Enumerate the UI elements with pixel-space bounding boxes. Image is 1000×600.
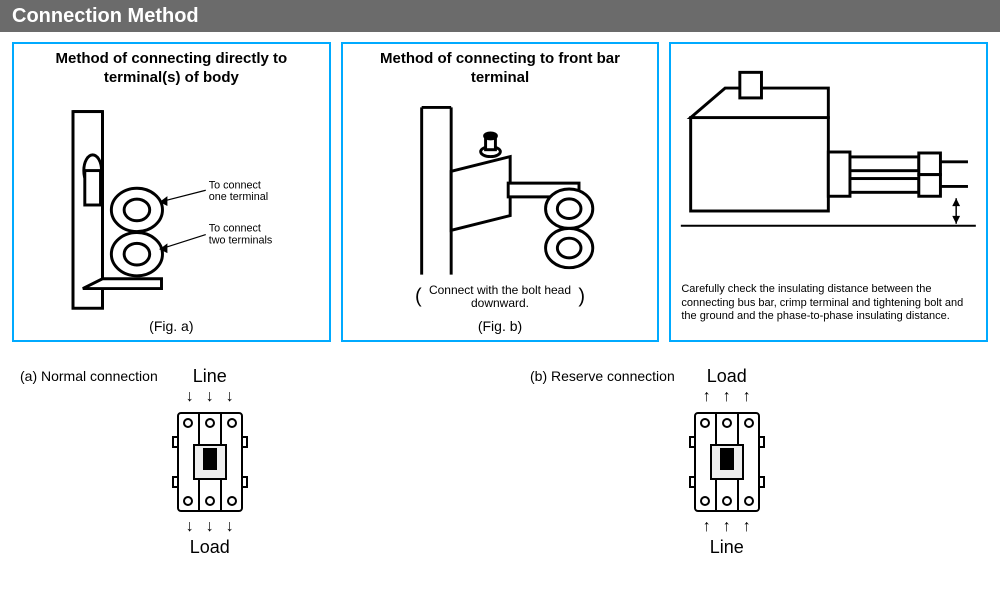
section-header: Connection Method [0,0,1000,32]
reserve-connection-block: (b) Reserve connection Load ↑ ↑ ↑ [530,366,980,558]
panel-a: Method of connecting directly to termina… [12,42,331,342]
panel-row: Method of connecting directly to termina… [0,32,1000,348]
reserve-top-arrows: ↑ ↑ ↑ [703,389,751,405]
arrow-down-icon: ↓ [226,519,234,535]
panel-b-diagram-icon [343,98,658,284]
arrow-up-icon: ↑ [743,389,751,405]
panel-c: Carefully check the insulating distance … [669,42,988,342]
normal-bottom-text: Load [190,537,230,558]
arrow-down-icon: ↓ [186,519,194,535]
breaker-icon [170,407,250,517]
panel-b-note-right: ) [578,285,585,307]
panel-a-callout2b: two terminals [209,234,273,246]
panel-b-note: Connect with the bolt head downward. [425,284,575,310]
panel-b-fig-label: (Fig. b) [343,318,658,334]
arrow-up-icon: ↑ [723,519,731,535]
arrow-down-icon: ↓ [186,389,194,405]
arrow-up-icon: ↑ [723,389,731,405]
panel-b-title: Method of connecting to front bar termin… [343,44,658,90]
arrow-down-icon: ↓ [226,389,234,405]
reserve-bottom-text: Line [710,537,744,558]
header-title: Connection Method [12,5,199,27]
panel-a-fig-label: (Fig. a) [14,318,329,334]
arrow-up-icon: ↑ [703,389,711,405]
arrow-down-icon: ↓ [206,389,214,405]
panel-a-callout1b: one terminal [209,191,268,203]
reserve-connection-label: (b) Reserve connection [530,368,675,384]
panel-a-diagram-icon: To connect one terminal To connect two t… [14,98,329,312]
panel-c-note: Carefully check the insulating distance … [681,283,976,324]
reserve-top-text: Load [707,366,747,387]
panel-a-callout1: To connect [209,179,261,191]
normal-connection-label: (a) Normal connection [20,368,158,384]
panel-c-diagram-icon [671,54,986,250]
normal-connection-block: (a) Normal connection Line ↓ ↓ ↓ [20,366,470,558]
arrow-up-icon: ↑ [743,519,751,535]
panel-a-callout2: To connect [209,223,261,235]
panel-a-title: Method of connecting directly to termina… [14,44,329,90]
panel-b-note-left: ( [415,285,422,307]
normal-top-arrows: ↓ ↓ ↓ [186,389,234,405]
panel-b: Method of connecting to front bar termin… [341,42,660,342]
breaker-icon [687,407,767,517]
panel-b-note-row: ( Connect with the bolt head downward. ) [343,284,658,310]
normal-bottom-arrows: ↓ ↓ ↓ [186,519,234,535]
arrow-down-icon: ↓ [206,519,214,535]
arrow-up-icon: ↑ [703,519,711,535]
reserve-bottom-arrows: ↑ ↑ ↑ [703,519,751,535]
normal-top-text: Line [193,366,227,387]
connection-row: (a) Normal connection Line ↓ ↓ ↓ [0,348,1000,558]
